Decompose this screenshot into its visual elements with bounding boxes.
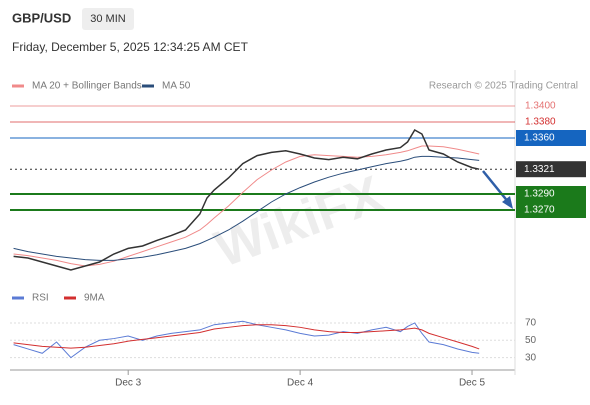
level-label: 1.3380 [525, 117, 556, 128]
level-label: 1.3360 [524, 133, 555, 144]
level-label: 1.3270 [524, 205, 555, 216]
level-label: 1.3321 [524, 164, 555, 175]
x-tick-label: Dec 3 [115, 378, 142, 389]
level-box [516, 130, 586, 146]
x-tick-label: Dec 4 [287, 378, 314, 389]
x-tick-label: Dec 5 [459, 378, 486, 389]
y-tick-label: 70 [525, 318, 537, 329]
datetime: Friday, December 5, 2025 12:34:25 AM CET [12, 40, 249, 54]
series-line [13, 324, 480, 350]
forecast-arrow [482, 170, 510, 204]
price-line [13, 128, 480, 271]
legend-label: RSI [32, 293, 49, 304]
level-box [516, 186, 586, 202]
level-label: 1.3290 [524, 189, 555, 200]
forecast-arrowhead [502, 196, 513, 209]
level-box [516, 202, 586, 218]
level-box [516, 161, 586, 178]
series-line [13, 155, 480, 261]
series-line [13, 145, 480, 267]
symbol: GBP/USD [12, 10, 71, 25]
source: Research © 2025 Trading Central [429, 81, 578, 92]
legend-label: 9MA [84, 293, 105, 304]
legend-label: MA 50 [162, 81, 191, 92]
y-tick-label: 50 [525, 335, 537, 346]
y-tick-label: 30 [525, 352, 537, 363]
level-label: 1.3400 [525, 101, 556, 112]
legend-label: MA 20 + Bollinger Bands [32, 81, 142, 92]
timeframe[interactable]: 30 MIN [90, 13, 126, 25]
timeframe-pill[interactable] [82, 8, 134, 30]
